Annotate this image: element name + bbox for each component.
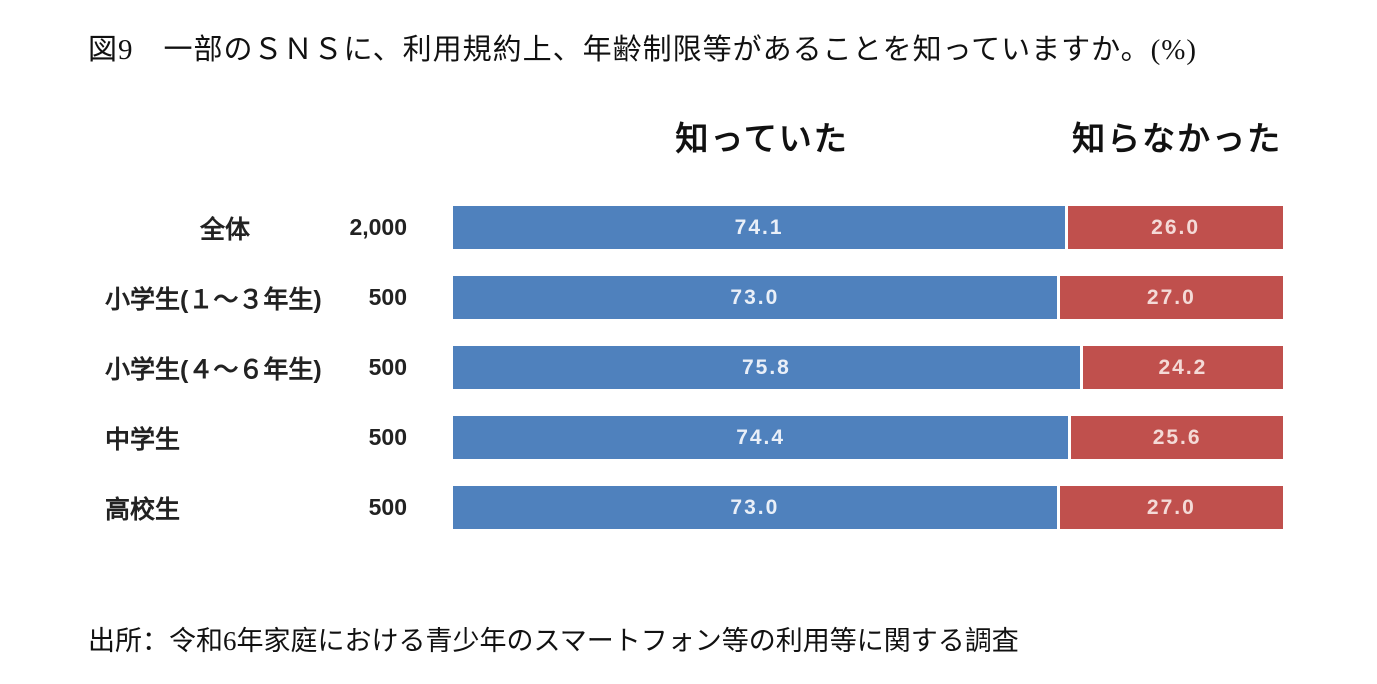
bar-value-not-knew: 27.0 [1146,285,1196,309]
chart-row-overall: 全体 2,000 74.1 26.0 [88,206,1285,249]
sample-size-value: 500 [368,284,407,310]
stacked-bar: 74.4 25.6 [453,416,1283,459]
bar-segment-knew: 74.4 [453,416,1069,459]
category-label: 小学生(４～６年生) [105,355,322,384]
bar-segment-not-knew: 27.0 [1056,486,1283,529]
bar-segment-knew: 73.0 [453,486,1057,529]
stacked-bar: 75.8 24.2 [453,346,1283,389]
chart-row-middle-school: 中学生 500 74.4 25.6 [88,416,1285,459]
chart-row-elementary-1-3: 小学生(１～３年生) 500 73.0 27.0 [88,276,1285,319]
stacked-bar: 73.0 27.0 [453,486,1283,529]
bar-value-knew: 73.0 [730,495,780,519]
chart-row-elementary-4-6: 小学生(４～６年生) 500 75.8 24.2 [88,346,1285,389]
bar-segment-knew: 73.0 [453,276,1057,319]
bar-value-not-knew: 26.0 [1151,215,1201,239]
category-label: 全体 [199,215,250,244]
sample-size-value: 500 [368,354,407,380]
bar-segment-not-knew: 26.0 [1065,206,1283,249]
series-header-knew: 知っていた [675,120,849,157]
bar-segment-not-knew: 24.2 [1079,346,1283,389]
bar-segment-not-knew: 25.6 [1068,416,1283,459]
source-note: 出所：令和6年家庭における青少年のスマートフォン等の利用等に関する調査 [88,626,1019,656]
sample-size-value: 500 [368,424,407,450]
series-header-not-knew: 知らなかった [1072,120,1283,157]
bar-segment-knew: 74.1 [453,206,1066,249]
bar-value-not-knew: 27.0 [1146,495,1196,519]
bar-segment-knew: 75.8 [453,346,1080,389]
stacked-bar: 74.1 26.0 [453,206,1283,249]
category-label: 高校生 [105,495,181,524]
category-label: 小学生(１～３年生) [105,285,322,314]
chart-row-high-school: 高校生 500 73.0 27.0 [88,486,1285,529]
bar-value-not-knew: 24.2 [1158,355,1208,379]
series-headers: 知っていた 知らなかった [455,118,1285,160]
bar-value-knew: 73.0 [730,285,780,309]
category-label: 中学生 [105,425,181,454]
bar-value-knew: 74.4 [736,425,786,449]
bar-value-knew: 75.8 [741,355,791,379]
chart-rows: 全体 2,000 74.1 26.0 小学生(１～３年生) 500 73.0 2… [88,206,1285,529]
sample-size-value: 2,000 [349,214,407,240]
figure-title: 図9 一部のＳＮＳに、利用規約上、年齢制限等があることを知っていますか。(%) [88,34,1198,66]
bar-value-not-knew: 25.6 [1152,425,1202,449]
bar-value-knew: 74.1 [734,215,784,239]
stacked-bar: 73.0 27.0 [453,276,1283,319]
bar-segment-not-knew: 27.0 [1056,276,1283,319]
sample-size-value: 500 [368,494,407,520]
